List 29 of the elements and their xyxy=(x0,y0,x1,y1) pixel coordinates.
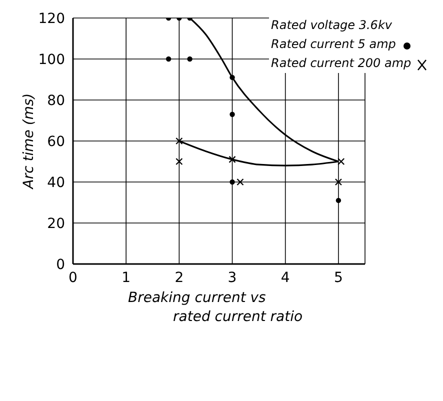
x-axis-title: Breaking current vs rated current ratio xyxy=(128,290,303,325)
point xyxy=(187,56,192,62)
point xyxy=(334,178,342,186)
y-tick-label: 120 xyxy=(38,10,65,27)
x-tick-label: 1 xyxy=(122,270,131,286)
point xyxy=(230,112,235,117)
y-tick-label: 20 xyxy=(47,216,65,232)
point xyxy=(230,179,235,185)
x-tick-label: 2 xyxy=(174,270,184,286)
annotation: Rated voltage 3.6kv xyxy=(271,17,393,34)
y-tick-label: 0 xyxy=(56,256,65,273)
legend-label: Rated current 5 amp xyxy=(271,36,397,53)
y-tick-label: 100 xyxy=(38,52,65,68)
point xyxy=(228,156,236,164)
y-tick-label: 80 xyxy=(47,92,65,109)
y-tick-label: 40 xyxy=(47,174,65,191)
point xyxy=(166,56,172,62)
point xyxy=(176,137,183,145)
y-axis-title: Arc time (ms) xyxy=(20,93,37,190)
x-tick-label: 3 xyxy=(228,270,237,286)
point xyxy=(336,198,342,204)
point xyxy=(236,178,244,186)
y-tick-label: 60 xyxy=(47,134,65,150)
point xyxy=(230,74,235,80)
legend-label: Rated current 200 amp xyxy=(271,55,412,72)
x-tick-label: 5 xyxy=(334,270,343,286)
x-tick-label: 4 xyxy=(280,270,290,286)
point xyxy=(176,158,183,166)
x-tick-label: 0 xyxy=(68,270,78,286)
